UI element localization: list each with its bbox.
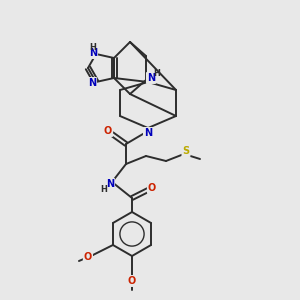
Text: O: O	[128, 276, 136, 286]
Text: O: O	[148, 183, 156, 193]
Text: H: H	[90, 43, 96, 52]
Text: O: O	[104, 126, 112, 136]
Text: H: H	[100, 184, 107, 194]
Text: N: N	[144, 128, 152, 138]
Text: methoxy: methoxy	[0, 299, 1, 300]
Text: N: N	[147, 73, 155, 83]
Text: S: S	[182, 146, 190, 156]
Text: N: N	[88, 78, 96, 88]
Text: O: O	[84, 252, 92, 262]
Text: H: H	[154, 68, 160, 77]
Text: N: N	[89, 48, 97, 58]
Text: N: N	[106, 179, 114, 189]
Text: methoxy: methoxy	[0, 299, 1, 300]
